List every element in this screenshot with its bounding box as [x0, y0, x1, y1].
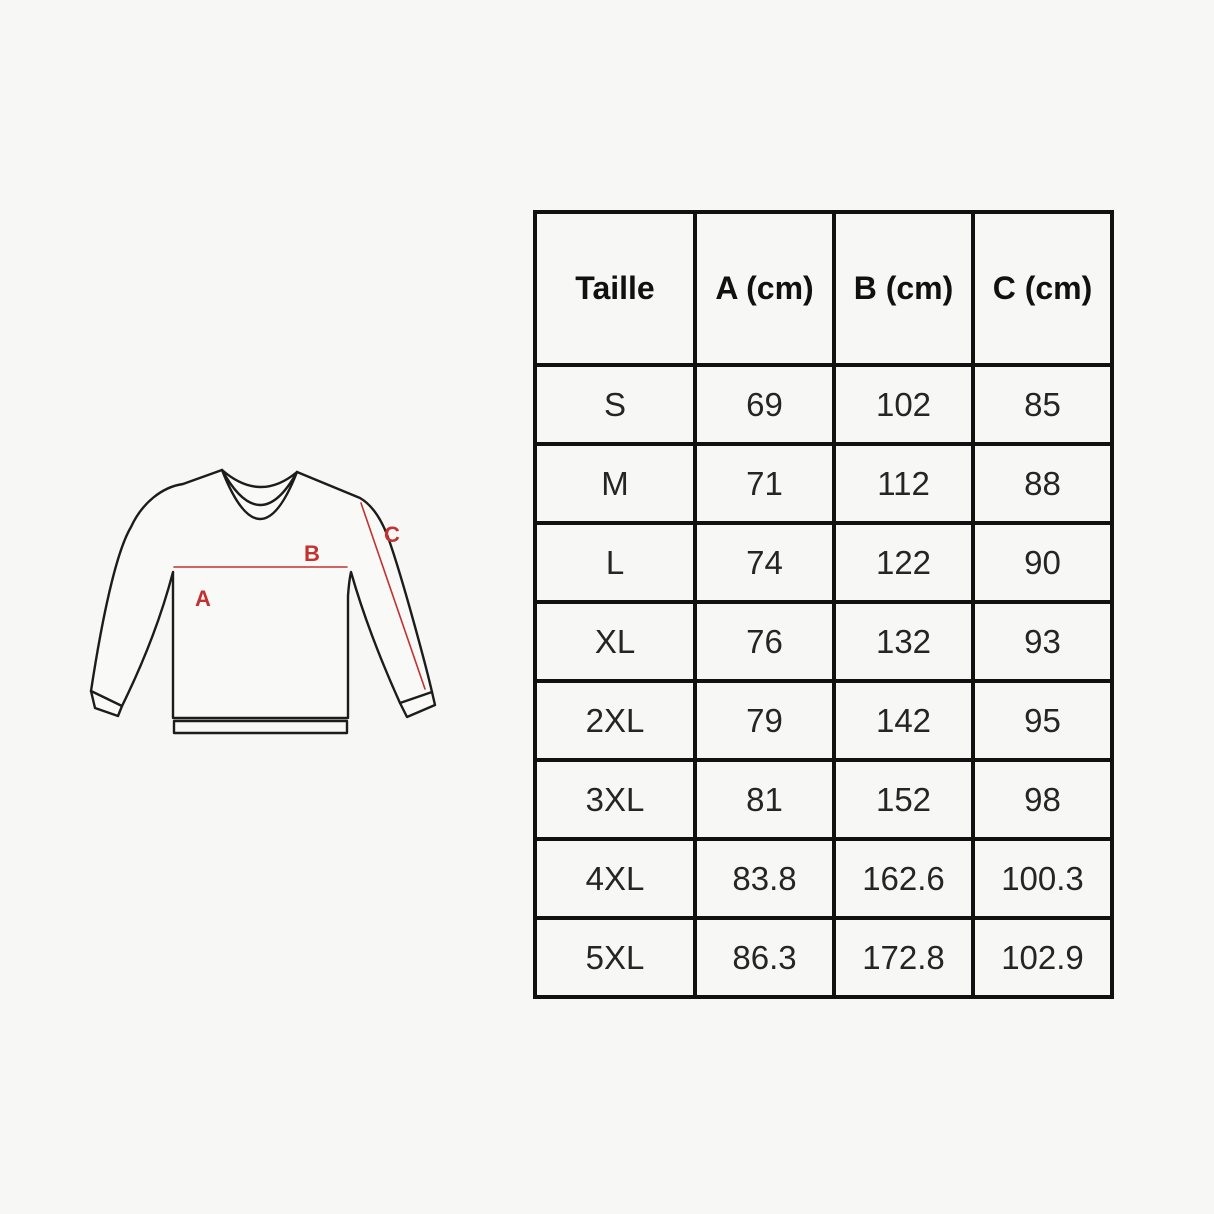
- size-table: Taille A (cm) B (cm) C (cm) S 69 102 85 …: [533, 210, 1114, 999]
- cell-c: 85: [971, 363, 1114, 446]
- cell-c: 93: [971, 600, 1114, 683]
- collar-outer-curve: [220, 468, 299, 520]
- sweatshirt-outline-shape: [89, 468, 437, 720]
- cell-size: 5XL: [533, 916, 697, 999]
- cell-a: 86.3: [693, 916, 836, 999]
- cell-c: 102.9: [971, 916, 1114, 999]
- hem-band: [172, 719, 349, 735]
- cell-a: 76: [693, 600, 836, 683]
- cell-size: 4XL: [533, 837, 697, 920]
- right-cuff-line: [398, 690, 434, 705]
- header-c-cm: C (cm): [971, 210, 1114, 367]
- cell-size: L: [533, 521, 697, 604]
- left-cuff-line: [89, 689, 124, 708]
- header-a-cm: A (cm): [693, 210, 836, 367]
- table-row: S 69 102 85: [533, 363, 1114, 446]
- cell-b: 132: [832, 600, 975, 683]
- cell-b: 142: [832, 679, 975, 762]
- cell-a: 79: [693, 679, 836, 762]
- size-table-container: Taille A (cm) B (cm) C (cm) S 69 102 85 …: [533, 210, 1114, 999]
- cell-a: 71: [693, 442, 836, 525]
- table-row: XL 76 132 93: [533, 600, 1114, 683]
- cell-c: 88: [971, 442, 1114, 525]
- measure-line-c-sleeve: [360, 502, 426, 690]
- cell-b: 122: [832, 521, 975, 604]
- cell-b: 102: [832, 363, 975, 446]
- cell-c: 98: [971, 758, 1114, 841]
- cell-a: 69: [693, 363, 836, 446]
- cell-b: 172.8: [832, 916, 975, 999]
- cell-c: 90: [971, 521, 1114, 604]
- table-row: 5XL 86.3 172.8 102.9: [533, 916, 1114, 999]
- table-row: 2XL 79 142 95: [533, 679, 1114, 762]
- table-row: L 74 122 90: [533, 521, 1114, 604]
- header-taille: Taille: [533, 210, 697, 367]
- cell-size: S: [533, 363, 697, 446]
- sweatshirt-diagram: A B C: [89, 468, 437, 735]
- table-row: 3XL 81 152 98: [533, 758, 1114, 841]
- cell-size: XL: [533, 600, 697, 683]
- cell-c: 95: [971, 679, 1114, 762]
- measure-label-a: A: [195, 586, 211, 611]
- cell-b: 162.6: [832, 837, 975, 920]
- cell-a: 83.8: [693, 837, 836, 920]
- cell-b: 112: [832, 442, 975, 525]
- table-row: M 71 112 88: [533, 442, 1114, 525]
- cell-a: 81: [693, 758, 836, 841]
- table-row: 4XL 83.8 162.6 100.3: [533, 837, 1114, 920]
- cell-a: 74: [693, 521, 836, 604]
- measure-label-b: B: [304, 541, 320, 566]
- cell-size: M: [533, 442, 697, 525]
- cell-b: 152: [832, 758, 975, 841]
- header-b-cm: B (cm): [832, 210, 975, 367]
- table-header-row: Taille A (cm) B (cm) C (cm): [533, 210, 1114, 367]
- collar-inner-curve: [220, 468, 299, 507]
- cell-size: 3XL: [533, 758, 697, 841]
- cell-c: 100.3: [971, 837, 1114, 920]
- measure-label-c: C: [384, 522, 400, 547]
- cell-size: 2XL: [533, 679, 697, 762]
